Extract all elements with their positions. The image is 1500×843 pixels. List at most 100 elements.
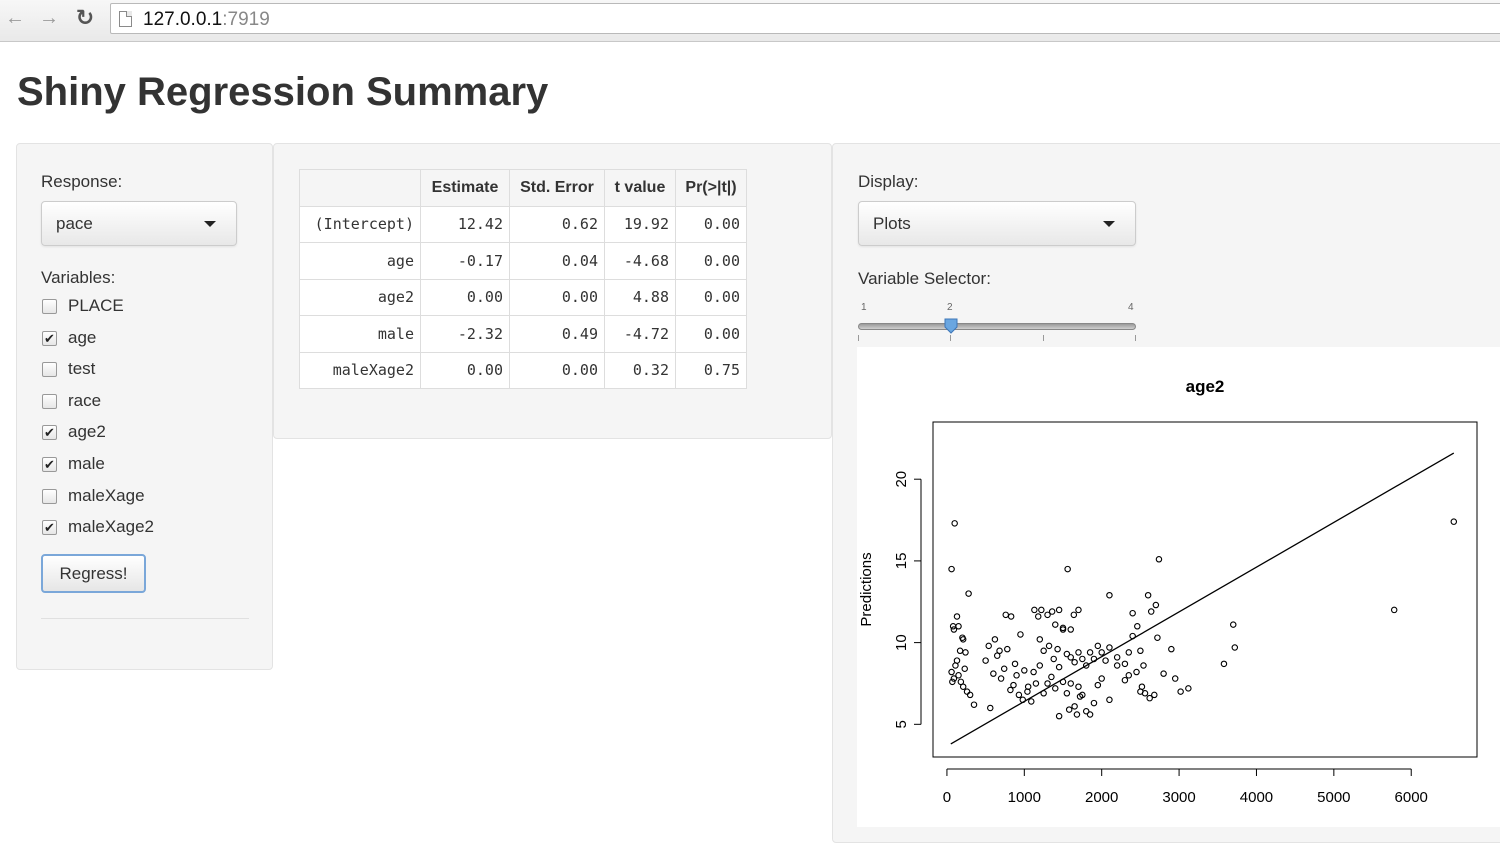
value-cell: 0.00	[509, 351, 605, 389]
slider-tick	[858, 335, 859, 341]
display-select-value: Plots	[873, 214, 911, 233]
data-point	[1121, 660, 1129, 668]
reload-icon[interactable]: ↻	[75, 5, 95, 30]
variable-selector-label: Variable Selector:	[858, 269, 991, 288]
row-name-cell: age2	[299, 278, 421, 316]
back-arrow-icon[interactable]: ←	[5, 7, 25, 29]
data-point	[1160, 670, 1167, 677]
data-point	[1137, 647, 1144, 655]
data-point	[997, 675, 1005, 682]
data-point	[1121, 676, 1129, 684]
data-point	[1052, 685, 1059, 692]
x-tick-label: 1000	[1008, 789, 1041, 806]
checkbox-checked-icon[interactable]: ✔	[42, 330, 57, 346]
data-point	[1171, 675, 1179, 682]
value-cell: 12.42	[420, 205, 510, 243]
response-select[interactable]: pace	[41, 201, 237, 246]
data-point	[1079, 655, 1086, 663]
data-point	[1073, 711, 1081, 718]
y-tick-label: 5	[893, 720, 910, 728]
variable-selector-slider[interactable]: 1 2 4	[858, 302, 1136, 347]
data-point	[950, 626, 958, 633]
data-point	[1144, 591, 1152, 599]
data-point	[990, 670, 997, 677]
display-panel: Display: Plots Variable Selector: 1 2 4 …	[832, 143, 1500, 843]
data-point	[1133, 668, 1140, 676]
value-cell: 0.04	[509, 242, 605, 280]
data-point	[1055, 712, 1063, 720]
checkbox-label: maleXage	[68, 485, 145, 505]
table-row: age -0.17 0.04 -4.68 0.00	[299, 242, 747, 280]
data-point	[1075, 683, 1082, 690]
column-header: Std. Error	[509, 169, 605, 207]
slider-max-label: 4	[1128, 302, 1134, 313]
data-point	[991, 636, 999, 643]
data-point	[966, 691, 974, 699]
value-cell: 4.88	[604, 278, 676, 316]
checkbox-unchecked-icon[interactable]	[42, 393, 57, 409]
data-point	[1007, 686, 1014, 694]
data-point	[1011, 660, 1019, 668]
data-point	[1168, 645, 1175, 653]
checkbox-checked-icon[interactable]: ✔	[42, 425, 57, 441]
x-tick-label: 3000	[1162, 789, 1195, 806]
data-point	[1063, 650, 1071, 658]
data-point	[1141, 690, 1149, 697]
row-name-cell: maleXage2	[299, 351, 421, 389]
chevron-down-icon	[1103, 221, 1115, 227]
value-cell: 0.00	[420, 351, 510, 389]
data-point	[1154, 634, 1161, 641]
data-point	[1059, 624, 1067, 632]
address-bar[interactable]: 127.0.0.1:7919	[110, 3, 1500, 34]
data-point	[1024, 683, 1032, 690]
slider-tick	[1043, 335, 1044, 341]
data-point	[948, 668, 955, 676]
data-point	[1017, 631, 1024, 638]
page-icon	[119, 11, 132, 27]
data-point	[955, 623, 962, 630]
column-header: Pr(>|t|)	[675, 169, 747, 207]
slider-handle[interactable]	[944, 318, 958, 334]
data-point	[1067, 654, 1074, 661]
data-point	[1229, 621, 1237, 628]
checkbox-label: test	[68, 359, 96, 379]
forward-arrow-icon[interactable]: →	[39, 7, 59, 29]
slider-min-label: 1	[861, 302, 867, 313]
data-point	[1094, 642, 1102, 650]
data-point	[951, 520, 958, 527]
slider-track[interactable]	[858, 323, 1136, 330]
regress-button[interactable]: Regress!	[41, 554, 146, 593]
y-tick-label: 10	[893, 634, 910, 651]
value-cell: 19.92	[604, 205, 676, 243]
column-header: t value	[604, 169, 676, 207]
checkbox-unchecked-icon[interactable]	[42, 488, 57, 504]
data-point	[1036, 662, 1044, 669]
data-point	[1390, 606, 1398, 614]
data-point	[1000, 665, 1008, 673]
data-point	[1138, 683, 1146, 690]
data-point	[987, 704, 994, 712]
data-point	[953, 657, 961, 664]
data-point	[948, 565, 955, 573]
y-axis-label: Predictions	[858, 552, 875, 626]
data-point	[1044, 680, 1051, 687]
checkbox-checked-icon[interactable]: ✔	[42, 457, 57, 472]
page-title: Shiny Regression Summary	[17, 70, 549, 114]
checkbox-label: age	[68, 327, 97, 347]
data-point	[1071, 703, 1078, 710]
checkbox-unchecked-icon[interactable]	[42, 299, 57, 314]
x-tick-label: 4000	[1240, 789, 1273, 806]
data-point	[1102, 657, 1109, 664]
data-point	[996, 647, 1003, 655]
data-point	[1082, 662, 1090, 669]
regression-line	[950, 452, 1455, 745]
scatter-plot: age2 0 1000 2000 3000 4000 5000 6000 5 10 15 20 Pred…	[858, 377, 1478, 806]
table-header-row: Estimate Std. Error t value Pr(>|t|)	[299, 169, 747, 207]
checkbox-unchecked-icon[interactable]	[42, 362, 57, 378]
column-header: Estimate	[420, 169, 510, 207]
summary-panel: Estimate Std. Error t value Pr(>|t|) (In…	[273, 143, 832, 439]
display-select[interactable]: Plots	[858, 201, 1136, 246]
checkbox-checked-icon[interactable]: ✔	[42, 520, 57, 536]
data-point	[1152, 601, 1160, 609]
data-point	[1094, 681, 1102, 689]
